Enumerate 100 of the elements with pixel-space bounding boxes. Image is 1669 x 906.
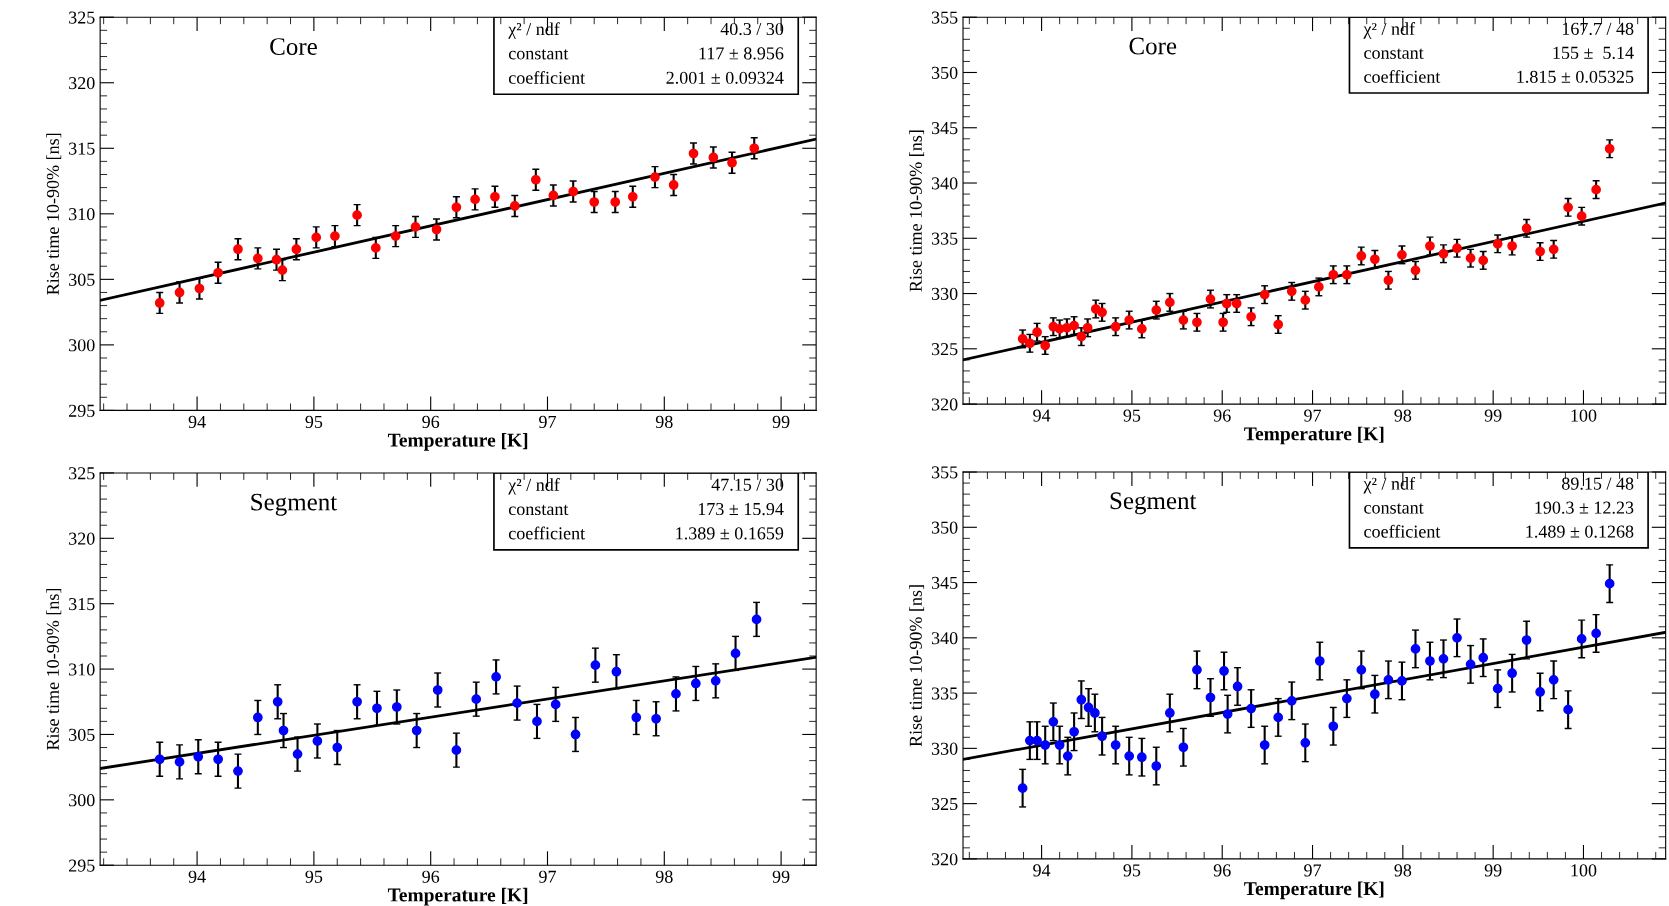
point [1032,735,1042,746]
point [1164,297,1175,308]
point [1478,255,1489,266]
point [1465,659,1476,670]
point [1246,703,1256,714]
annotation: χ² / ndf [1363,22,1416,39]
x-tick-label: 99 [772,415,790,428]
annotation: constant [1364,48,1424,59]
point [550,699,561,710]
y-tick-label: 295 [68,859,95,872]
text: Core [1129,37,1177,55]
y-tick-label: 300 [69,339,95,352]
y-tick-label: 315 [69,598,95,611]
point [154,298,165,308]
point [411,725,422,736]
x-tick-label: 95 [305,870,323,883]
annotation: 190.3 ± 12.23 [1535,501,1634,514]
point [627,191,638,202]
point [1576,634,1587,644]
point [1492,683,1503,694]
x-tick-label: 94 [188,870,206,883]
point [749,143,760,154]
point [570,729,581,740]
x-tick-label: 98 [655,415,673,428]
point [1438,653,1449,664]
point [1286,695,1297,706]
x-tick-label: 95 [305,415,323,428]
annotation: 1.389 ± 0.1659 [676,527,784,540]
x-tick-label: 96 [1213,864,1231,877]
y-tick-label: 295 [68,404,95,417]
point [1341,269,1352,280]
point [1082,322,1093,333]
point [1591,184,1601,195]
annotation: coefficient [1364,69,1441,83]
point [1273,712,1284,723]
annotation: 1.815 ± 0.05325 [1517,70,1634,83]
x-axis-title: Temperature [K] [1244,426,1384,445]
point [1383,674,1394,685]
point [471,694,482,705]
y-tick-label: 325 [931,343,958,356]
point [370,243,381,253]
point [451,745,462,756]
y-tick-label: 355 [931,11,958,24]
point [1136,324,1147,334]
y-tick-label: 350 [931,66,958,79]
point [1478,652,1489,663]
x-tick-label: 96 [422,870,440,883]
point [1563,202,1573,213]
y-tick-label: 345 [931,122,958,135]
y-tick-label: 340 [931,632,958,645]
point [1164,708,1175,718]
point [1438,248,1449,259]
point [1110,740,1121,750]
annotation: χ² / ndf [1363,476,1416,494]
point [1591,628,1601,639]
y-tick-label: 325 [931,797,958,811]
point [278,725,289,736]
y-tick-label: 325 [69,467,95,480]
point [631,712,642,723]
point [1246,311,1256,322]
annotation: χ² / ndf [508,477,560,495]
point [1069,320,1079,331]
annotation: coefficient [508,526,586,540]
point [391,702,402,712]
y-tick-label: 350 [931,521,958,534]
point [1314,656,1325,666]
point [651,713,661,724]
point [730,648,741,659]
annotation: 40.3 / 30 [720,22,784,36]
point [710,675,721,686]
y-axis-title: Rise time 10-90% [ns] [46,133,62,295]
x-tick-label: 97 [539,870,556,883]
point [568,186,579,197]
point [1356,251,1367,261]
point [1604,143,1615,154]
y-tick-label: 335 [931,687,958,700]
point [1017,783,1028,794]
point [1300,737,1311,748]
point [1452,243,1462,254]
point [1151,305,1162,315]
y-tick-label: 320 [69,77,95,90]
point [1192,317,1202,328]
point [688,148,699,159]
point [174,287,185,298]
y-tick-label: 310 [69,208,95,221]
point [1356,665,1367,675]
y-tick-label: 305 [69,273,95,286]
point [193,751,204,762]
point [1492,238,1503,249]
point [352,696,362,707]
point [590,660,601,671]
x-tick-label: 96 [1213,409,1231,422]
point [410,222,421,232]
point [1048,716,1059,727]
point [1124,315,1135,325]
point [213,267,223,278]
point [252,253,263,264]
annotation: 89.15 / 48 [1562,477,1634,490]
point [1410,265,1421,276]
point [451,202,462,213]
